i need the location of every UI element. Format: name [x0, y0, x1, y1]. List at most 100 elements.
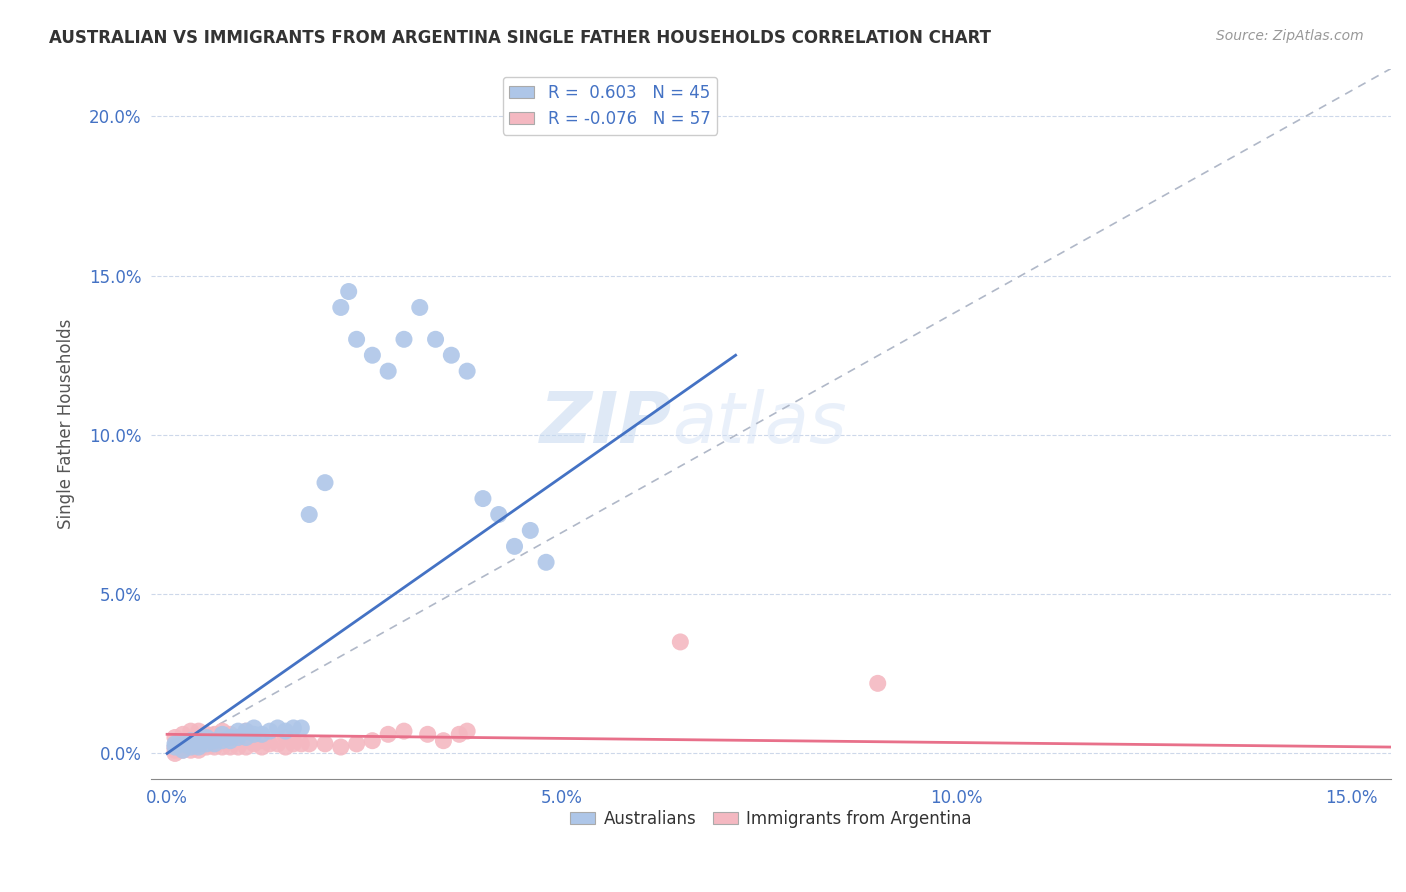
Point: [235, 724, 257, 739]
Point: [195, 740, 218, 755]
Point: [290, 737, 312, 751]
Point: [416, 727, 439, 741]
Point: [187, 731, 209, 745]
Point: [866, 676, 889, 690]
Point: [669, 635, 692, 649]
Point: [534, 555, 557, 569]
Point: [314, 737, 336, 751]
Point: [211, 733, 233, 747]
Point: [392, 724, 415, 739]
Text: AUSTRALIAN VS IMMIGRANTS FROM ARGENTINA SINGLE FATHER HOUSEHOLDS CORRELATION CHA: AUSTRALIAN VS IMMIGRANTS FROM ARGENTINA …: [49, 29, 991, 46]
Point: [204, 737, 226, 751]
Point: [204, 740, 226, 755]
Point: [283, 733, 305, 747]
Point: [187, 737, 209, 751]
Point: [361, 348, 384, 362]
Point: [259, 737, 281, 751]
Point: [243, 727, 266, 741]
Point: [259, 724, 281, 739]
Point: [180, 740, 202, 755]
Point: [163, 740, 186, 755]
Point: [163, 747, 186, 761]
Point: [172, 737, 194, 751]
Point: [163, 737, 186, 751]
Point: [235, 733, 257, 747]
Point: [346, 737, 368, 751]
Point: [226, 740, 249, 755]
Point: [187, 743, 209, 757]
Point: [329, 740, 352, 755]
Point: [172, 743, 194, 757]
Point: [211, 733, 233, 747]
Point: [172, 740, 194, 755]
Point: [329, 301, 352, 315]
Point: [377, 727, 399, 741]
Point: [219, 727, 242, 741]
Point: [204, 733, 226, 747]
Point: [346, 332, 368, 346]
Point: [266, 721, 288, 735]
Point: [163, 740, 186, 755]
Point: [235, 740, 257, 755]
Point: [211, 724, 233, 739]
Point: [195, 727, 218, 741]
Point: [456, 364, 478, 378]
Y-axis label: Single Father Households: Single Father Households: [58, 318, 75, 529]
Point: [204, 733, 226, 747]
Point: [211, 740, 233, 755]
Point: [290, 721, 312, 735]
Point: [250, 727, 273, 741]
Point: [235, 731, 257, 745]
Text: ZIP: ZIP: [540, 389, 672, 458]
Point: [180, 737, 202, 751]
Point: [195, 737, 218, 751]
Point: [187, 737, 209, 751]
Point: [204, 727, 226, 741]
Point: [172, 743, 194, 757]
Point: [172, 737, 194, 751]
Point: [266, 737, 288, 751]
Point: [180, 743, 202, 757]
Point: [456, 724, 478, 739]
Point: [392, 332, 415, 346]
Point: [519, 524, 541, 538]
Point: [226, 731, 249, 745]
Point: [274, 731, 297, 745]
Point: [425, 332, 447, 346]
Point: [361, 733, 384, 747]
Point: [172, 727, 194, 741]
Point: [283, 737, 305, 751]
Point: [180, 733, 202, 747]
Point: [226, 731, 249, 745]
Point: [243, 731, 266, 745]
Point: [243, 721, 266, 735]
Point: [274, 724, 297, 739]
Point: [250, 733, 273, 747]
Point: [250, 740, 273, 755]
Point: [195, 731, 218, 745]
Point: [211, 727, 233, 741]
Point: [440, 348, 463, 362]
Point: [163, 743, 186, 757]
Point: [471, 491, 494, 506]
Point: [274, 740, 297, 755]
Point: [163, 731, 186, 745]
Point: [449, 727, 471, 741]
Point: [409, 301, 432, 315]
Point: [226, 724, 249, 739]
Point: [219, 740, 242, 755]
Point: [219, 733, 242, 747]
Point: [337, 285, 360, 299]
Point: [219, 733, 242, 747]
Point: [195, 733, 218, 747]
Point: [235, 724, 257, 739]
Point: [432, 733, 454, 747]
Point: [243, 737, 266, 751]
Point: [503, 540, 526, 554]
Text: atlas: atlas: [672, 389, 846, 458]
Point: [314, 475, 336, 490]
Point: [377, 364, 399, 378]
Point: [488, 508, 510, 522]
Legend: Australians, Immigrants from Argentina: Australians, Immigrants from Argentina: [564, 803, 979, 835]
Point: [219, 731, 242, 745]
